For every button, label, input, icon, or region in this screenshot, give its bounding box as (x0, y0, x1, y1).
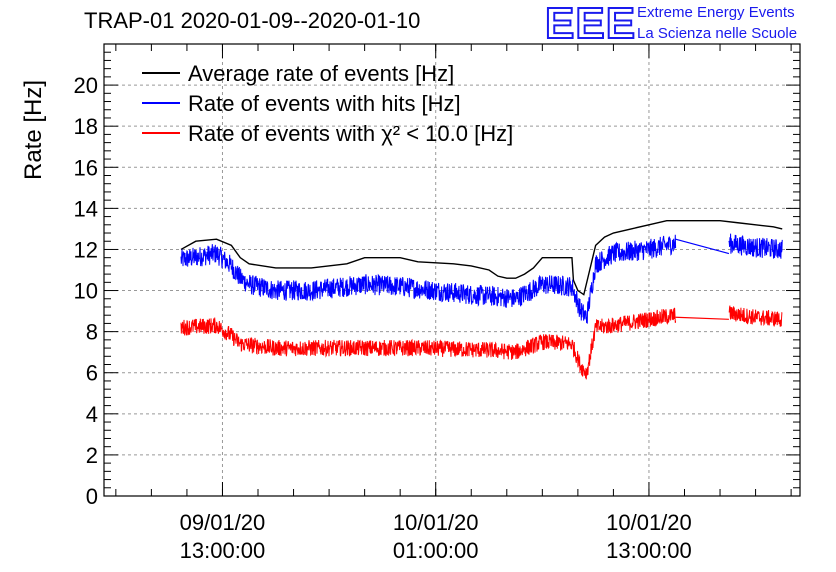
legend-entry-label: Rate of events with hits [Hz] (188, 91, 461, 116)
series-gap-segment (675, 316, 729, 320)
legend: Average rate of events [Hz] Rate of event… (142, 61, 513, 146)
logo-subtitle-line-2: La Scienza nelle Scuole (637, 25, 798, 42)
x-tick-label-date: 10/01/20 (393, 510, 479, 535)
eee-logo: EEE (544, 0, 637, 48)
y-tick-label: 4 (86, 402, 98, 427)
x-tick-label-date: 10/01/20 (606, 510, 692, 535)
y-tick-label: 6 (86, 361, 98, 386)
logo-subtitle-line-1: Extreme Energy Events (637, 4, 795, 21)
y-tick-label: 14 (74, 196, 98, 221)
y-tick-label: 0 (86, 484, 98, 509)
y-tick-label: 8 (86, 320, 98, 345)
series-1 (180, 233, 783, 324)
series-line-noisy (180, 234, 677, 324)
axes: 0 2 4 6 8 10 12 14 16 18 20 09/01/20 13:00:00 10/01/2… (74, 43, 801, 563)
y-axis-label: Rate [Hz] (20, 79, 47, 181)
series-0 (180, 219, 783, 296)
series-2 (180, 305, 783, 380)
x-tick-label-time: 13:00:00 (606, 538, 692, 563)
y-tick-label: 18 (74, 114, 98, 139)
y-tick-label: 16 (74, 155, 98, 180)
y-tick-label: 2 (86, 443, 98, 468)
legend-entry-label: Rate of events with χ² < 10.0 [Hz] (188, 121, 513, 146)
plot-frame (103, 43, 801, 497)
x-tick-label-time: 13:00:00 (180, 538, 266, 563)
y-tick-label: 20 (74, 73, 98, 98)
series-line-noisy-2 (728, 305, 783, 327)
data-series (180, 219, 783, 380)
series-line-average (180, 219, 783, 296)
series-line-noisy-2 (728, 233, 783, 259)
x-tick-label-date: 09/01/20 (180, 510, 266, 535)
legend-entry-label: Average rate of events [Hz] (188, 61, 454, 86)
series-gap-segment (675, 238, 730, 255)
y-tick-label: 12 (74, 237, 98, 262)
x-tick-label-time: 01:00:00 (393, 538, 479, 563)
chart-title: TRAP-01 2020-01-09--2020-01-10 (84, 8, 421, 33)
series-line-noisy (180, 307, 677, 380)
y-tick-label: 10 (74, 279, 98, 304)
